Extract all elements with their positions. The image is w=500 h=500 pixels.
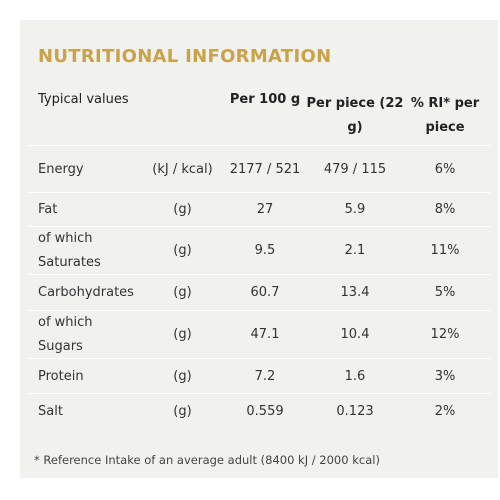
table-row: Salt (g) 0.559 0.123 2% [28, 393, 490, 429]
table-cell: 2177 / 521 [229, 161, 301, 177]
table-cell: 0.123 [336, 403, 374, 419]
table-cell: Protein [38, 368, 84, 384]
table-cell: 9.5 [254, 243, 276, 258]
table-cell: (g) [173, 403, 192, 419]
table-cell: (g) [173, 202, 192, 217]
table-cell: (g) [173, 327, 192, 342]
header-row: Typical values Per 100 g Per piece (22 g)%… [28, 88, 490, 144]
table-cell: Energy [38, 161, 84, 177]
title: NUTRITIONAL INFORMATION [38, 46, 332, 67]
table-cell: 13.4 [340, 285, 370, 300]
table-cell: 5.9 [344, 202, 366, 217]
panel [20, 20, 498, 478]
table-row: Fat (g) 27 5.9 8% [28, 192, 490, 227]
table-cell: 11% [430, 243, 460, 258]
table-cell: Salt [38, 403, 63, 419]
table-row: Energy (kJ / kcal) 2177 / 521 479 / 115 6% [28, 145, 490, 193]
header-cell: Per piece (22 g) [306, 96, 404, 135]
table-row: of which Saturates (g) 9.5 2.1 11% [28, 226, 490, 275]
table-cell: of which Sugars [38, 315, 93, 354]
table-cell: 2.1 [344, 243, 366, 258]
table-cell: 12% [430, 327, 460, 342]
footnote: * Reference Intake of an average adult (… [34, 453, 380, 467]
table-cell: (g) [173, 285, 192, 300]
table-cell: 479 / 115 [323, 161, 387, 177]
table-cell: 47.1 [250, 327, 280, 342]
header-cell: Typical values [38, 92, 129, 107]
table-row: of which Sugars (g) 47.1 10.4 12% [28, 310, 490, 359]
table-cell: (g) [173, 368, 192, 384]
table-cell: 10.4 [340, 327, 370, 342]
table-row: Protein (g) 7.2 1.6 3% [28, 358, 490, 394]
table-cell: 6% [434, 161, 456, 177]
table-cell: of which Saturates [38, 231, 101, 270]
table-cell: 1.6 [344, 368, 366, 384]
table-cell: Fat [38, 202, 58, 217]
table-cell: (kJ / kcal) [152, 161, 213, 177]
table-cell: 27 [256, 202, 274, 217]
table-cell: 2% [434, 403, 456, 419]
table-row: Carbohydrates (g) 60.7 13.4 5% [28, 274, 490, 311]
table-cell: (g) [173, 243, 192, 258]
table-cell: 0.559 [246, 403, 284, 419]
header-cell: % RI* per piece [410, 96, 480, 135]
table-cell: 8% [434, 202, 456, 217]
table-cell: 60.7 [250, 285, 280, 300]
table-cell: 5% [434, 285, 456, 300]
table-cell: 3% [434, 368, 456, 384]
header-cell: Per 100 g [229, 92, 301, 107]
table-cell: 7.2 [254, 368, 276, 384]
table-cell: Carbohydrates [38, 285, 134, 300]
